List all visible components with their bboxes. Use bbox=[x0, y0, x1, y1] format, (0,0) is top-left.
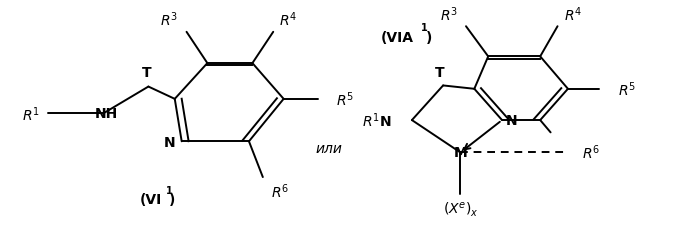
Text: или: или bbox=[315, 141, 342, 155]
Text: ): ) bbox=[426, 31, 432, 45]
Text: N: N bbox=[164, 136, 175, 150]
Text: NH: NH bbox=[95, 107, 118, 121]
Text: 1: 1 bbox=[421, 23, 428, 33]
Text: T: T bbox=[435, 66, 445, 80]
Text: $R^4$: $R^4$ bbox=[280, 10, 298, 29]
Text: M: M bbox=[454, 146, 468, 160]
Text: $R^5$: $R^5$ bbox=[618, 80, 636, 99]
Text: $(X^e)_x$: $(X^e)_x$ bbox=[442, 199, 478, 218]
Text: (VIA: (VIA bbox=[381, 31, 414, 45]
Text: $R^6$: $R^6$ bbox=[582, 142, 600, 161]
Text: $R^6$: $R^6$ bbox=[271, 181, 289, 200]
Text: $R^1$N: $R^1$N bbox=[363, 111, 392, 130]
Text: (VI: (VI bbox=[140, 193, 162, 207]
Text: $R^3$: $R^3$ bbox=[440, 5, 458, 23]
Text: ): ) bbox=[169, 193, 175, 207]
Text: $R^4$: $R^4$ bbox=[563, 5, 582, 23]
Text: T: T bbox=[141, 66, 151, 80]
Text: N: N bbox=[505, 114, 517, 128]
Text: $R^1$: $R^1$ bbox=[22, 105, 39, 123]
Text: $R^3$: $R^3$ bbox=[160, 10, 178, 29]
Text: 1: 1 bbox=[166, 186, 173, 196]
Text: $R^5$: $R^5$ bbox=[336, 90, 354, 109]
